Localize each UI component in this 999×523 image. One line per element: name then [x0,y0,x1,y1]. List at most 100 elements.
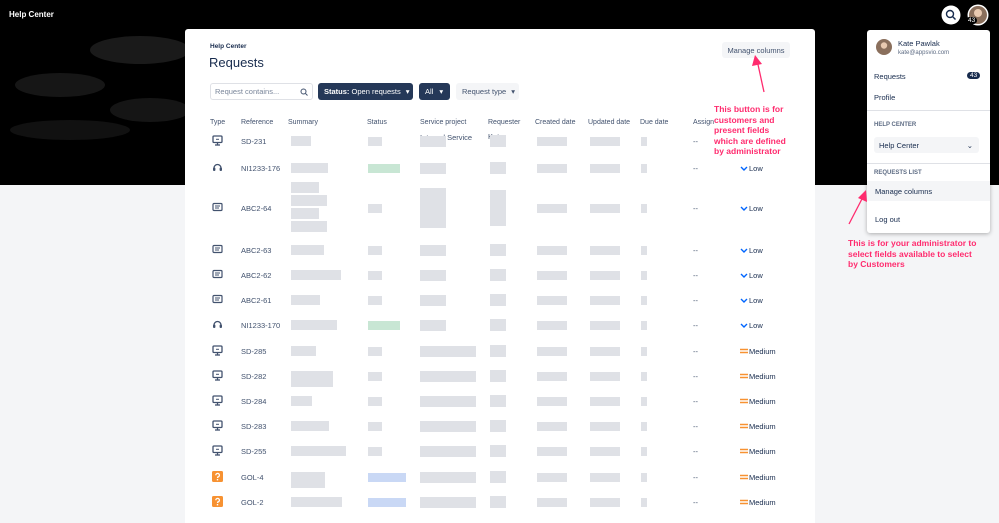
blurred-requester [490,496,506,508]
reference-link[interactable]: SD-284 [241,397,267,406]
type-icon [212,135,223,146]
blurred-status [368,164,400,173]
priority: Low [749,246,763,255]
search-input[interactable]: Request contains... [210,83,313,100]
reference-link[interactable]: SD-282 [241,372,267,381]
blurred-due [641,204,647,213]
priority: Medium [749,372,776,381]
annotation-line: This is for your administrator to [848,238,977,248]
reference-link[interactable]: SD-231 [241,137,267,146]
assignee: -- [693,447,698,456]
search-placeholder: Request contains... [215,87,280,96]
blurred-created [537,204,567,213]
blurred-status [368,372,382,381]
blurred-requester [490,420,506,432]
blurred-service [420,320,446,331]
search-icon[interactable] [941,5,961,25]
annotation-line: by Customers [848,259,905,269]
status-filter[interactable]: Status: Open requests ▾ [318,83,413,100]
reference-link[interactable]: SD-285 [241,347,267,356]
reference-link[interactable]: ABC2-62 [241,271,272,280]
annotation-line: This button is for [714,104,784,114]
menu-profile[interactable]: Profile [874,93,896,102]
blurred-requester [490,445,506,457]
reference-link[interactable]: SD-255 [241,447,267,456]
menu-manage-columns[interactable]: Manage columns [875,187,933,196]
blurred-service [420,396,476,407]
reference-link[interactable]: ABC2-63 [241,246,272,255]
blurred-created [537,164,567,173]
blurred-service [420,270,446,281]
type-icon [212,395,223,406]
reference-link[interactable]: SD-283 [241,422,267,431]
priority-icon [740,298,748,303]
blurred-summary [291,497,342,507]
status-value: Open requests [351,87,401,96]
divider [867,163,990,164]
blurred-due [641,296,647,305]
blurred-requester [490,345,506,357]
blurred-updated [590,296,620,305]
user-menu: Kate Pawlak kate@appsvio.com Requests 43… [867,30,990,233]
blurred-updated [590,422,620,431]
priority-icon [740,273,748,278]
type-icon [212,269,223,279]
blurred-summary [291,221,327,232]
priority-icon [740,398,748,404]
blurred-updated [590,397,620,406]
blurred-service [420,371,476,382]
blurred-created [537,397,567,406]
blurred-status [368,137,382,146]
blurred-summary [291,182,319,193]
blurred-requester [490,162,506,174]
blurred-status [368,321,400,330]
help-center-select[interactable]: Help Center ⌄ [874,137,979,153]
service-project: Internal Service [420,133,473,142]
blurred-created [537,137,567,146]
blurred-due [641,447,647,456]
blurred-status [368,447,382,456]
menu-log-out[interactable]: Log out [875,215,901,224]
blurred-service [420,163,446,174]
blurred-due [641,473,647,482]
blurred-updated [590,164,620,173]
blurred-requester [490,471,506,483]
reference-link[interactable]: ABC2-64 [241,204,272,213]
annotation-line: which are defined [714,135,786,146]
column-header: Reference [241,119,274,126]
priority-icon [740,248,748,253]
column-header: Type [210,119,226,126]
header-title[interactable]: Help Center [9,10,54,19]
blurred-created [537,246,567,255]
breadcrumb[interactable]: Help Center [210,43,247,50]
type-icon [212,244,223,254]
blurred-created [537,473,567,482]
blurred-service [420,497,476,508]
reference-link[interactable]: ABC2-61 [241,296,272,305]
priority: Low [749,321,763,330]
blurred-updated [590,347,620,356]
column-header: Due date [640,119,669,126]
manage-columns-button[interactable]: Manage columns [722,42,790,58]
reference-link[interactable]: NI1233-176 [241,164,281,173]
blurred-status [368,204,382,213]
request-type-filter[interactable]: Request type ▾ [456,83,519,100]
reference-link[interactable]: GOL-4 [241,473,264,482]
reference-link[interactable]: GOL-2 [241,498,264,507]
status-label: Status: [324,87,350,96]
priority-icon [740,166,748,171]
assignee: -- [693,321,698,330]
blurred-due [641,498,647,507]
reference-link[interactable]: NI1233-170 [241,321,281,330]
blurred-summary [291,136,311,146]
menu-requests[interactable]: Requests [874,72,906,81]
type-icon [212,294,223,304]
blurred-updated [590,271,620,280]
blurred-service [420,421,476,432]
user-name: Kate Pawlak [898,39,940,48]
blurred-summary [291,346,316,356]
blurred-due [641,347,647,356]
request-type-label: Request type [462,87,507,96]
blurred-service [420,446,476,457]
all-filter[interactable]: All ▾ [419,83,450,100]
